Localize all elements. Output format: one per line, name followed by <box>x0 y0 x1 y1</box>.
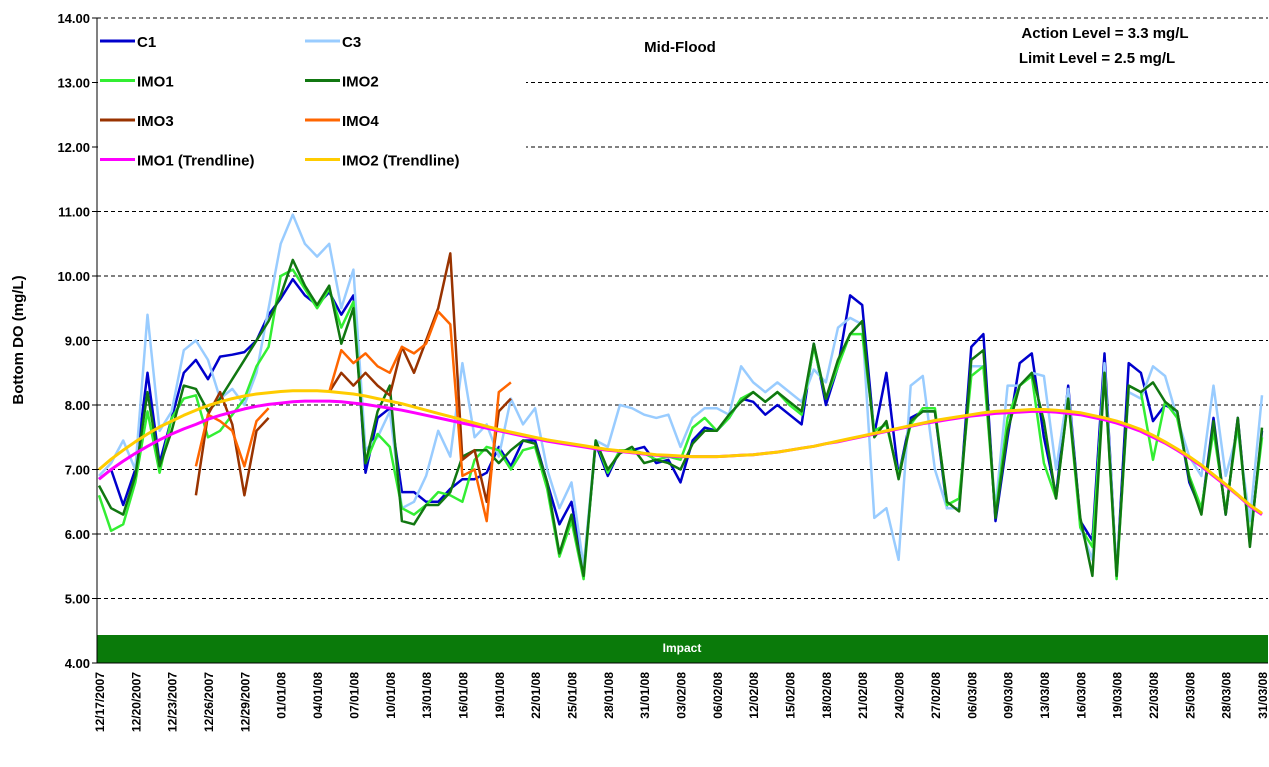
series-line <box>194 310 512 523</box>
y-tick-label: 4.00 <box>65 656 90 671</box>
x-tick-label: 12/20/2007 <box>129 672 143 732</box>
x-tick-label: 06/03/08 <box>965 672 979 719</box>
series-line <box>98 399 1263 516</box>
x-tick-label: 18/02/08 <box>820 672 834 719</box>
x-tick-labels: 12/17/2007 12/20/2007 12/23/2007 12/26/2007… <box>93 672 1269 732</box>
x-tick-label: 16/01/08 <box>456 672 470 719</box>
x-tick-label: 01/01/08 <box>275 672 289 719</box>
x-tick-label: 12/02/08 <box>747 672 761 719</box>
x-tick-label: 22/03/08 <box>1147 672 1161 719</box>
x-tick-label: 12/17/2007 <box>93 672 107 732</box>
x-tick-label: 10/01/08 <box>384 672 398 719</box>
x-tick-label: 25/03/08 <box>1183 672 1197 719</box>
legend-label: IMO4 <box>342 113 379 130</box>
y-tick-label: 9.00 <box>65 334 90 349</box>
x-tick-label: 19/03/08 <box>1111 672 1125 719</box>
y-tick-label: 6.00 <box>65 527 90 542</box>
x-tick-label: 24/02/08 <box>893 672 907 719</box>
action-level-label: Action Level = 3.3 mg/L <box>1021 25 1188 42</box>
x-tick-label: 25/01/08 <box>565 672 579 719</box>
x-tick-label: 31/03/08 <box>1256 672 1269 719</box>
y-tick-label: 11.00 <box>58 205 90 220</box>
x-tick-label: 09/03/08 <box>1002 672 1016 719</box>
x-tick-label: 19/01/08 <box>493 672 507 719</box>
impact-label: Impact <box>663 641 702 655</box>
legend-background <box>98 19 526 175</box>
x-tick-label: 12/29/2007 <box>238 672 252 732</box>
x-tick-label: 12/23/2007 <box>166 672 180 732</box>
x-tick-label: 07/01/08 <box>347 672 361 719</box>
limit-level-label: Limit Level = 2.5 mg/L <box>1019 50 1175 67</box>
legend-label: IMO1 (Trendline) <box>137 153 255 170</box>
legend-label: IMO3 <box>137 113 174 130</box>
y-tick-labels: 4.00 5.00 6.00 7.00 8.00 9.00 10.00 11.00 12.00 1… <box>57 11 97 671</box>
series-line <box>98 213 1264 574</box>
x-tick-label: 06/02/08 <box>711 672 725 719</box>
x-tick-label: 13/03/08 <box>1038 672 1052 719</box>
y-tick-label: 7.00 <box>65 463 90 478</box>
x-tick-label: 03/02/08 <box>675 672 689 719</box>
impact-bar <box>97 635 1268 663</box>
x-tick-label: 28/01/08 <box>602 672 616 719</box>
x-tick-label: 31/01/08 <box>638 672 652 719</box>
y-tick-label: 13.00 <box>57 76 90 91</box>
x-tick-label: 27/02/08 <box>929 672 943 719</box>
legend-label: IMO2 (Trendline) <box>342 153 460 170</box>
legend-label: C1 <box>137 34 156 51</box>
mid-flood-label: Mid-Flood <box>644 39 716 56</box>
legend-label: IMO2 <box>342 74 379 91</box>
x-tick-label: 12/26/2007 <box>202 672 216 732</box>
legend-label: IMO1 <box>137 74 174 91</box>
series-line <box>97 258 1264 578</box>
series-line <box>98 277 1264 578</box>
legend-label: C3 <box>342 34 361 51</box>
y-tick-label: 10.00 <box>57 269 90 284</box>
x-tick-label: 13/01/08 <box>420 672 434 719</box>
x-tick-label: 04/01/08 <box>311 672 325 719</box>
y-tick-label: 8.00 <box>65 398 90 413</box>
x-tick-label: 28/03/08 <box>1220 672 1234 719</box>
y-tick-label: 14.00 <box>57 11 90 26</box>
x-tick-label: 22/01/08 <box>529 672 543 719</box>
plot-lines <box>97 213 1264 581</box>
series-line <box>98 389 1263 515</box>
y-tick-label: 5.00 <box>65 592 90 607</box>
legend: C1 C3 IMO1 IMO2 IMO3 IMO4 IMO1 (Trendline) IMO2… <box>100 34 460 170</box>
x-tick-label: 16/03/08 <box>1074 672 1088 719</box>
y-axis-title: Bottom DO (mg/L) <box>10 275 27 404</box>
y-tick-label: 12.00 <box>57 140 90 155</box>
x-tick-label: 21/02/08 <box>856 672 870 719</box>
x-tick-label: 15/02/08 <box>784 672 798 719</box>
